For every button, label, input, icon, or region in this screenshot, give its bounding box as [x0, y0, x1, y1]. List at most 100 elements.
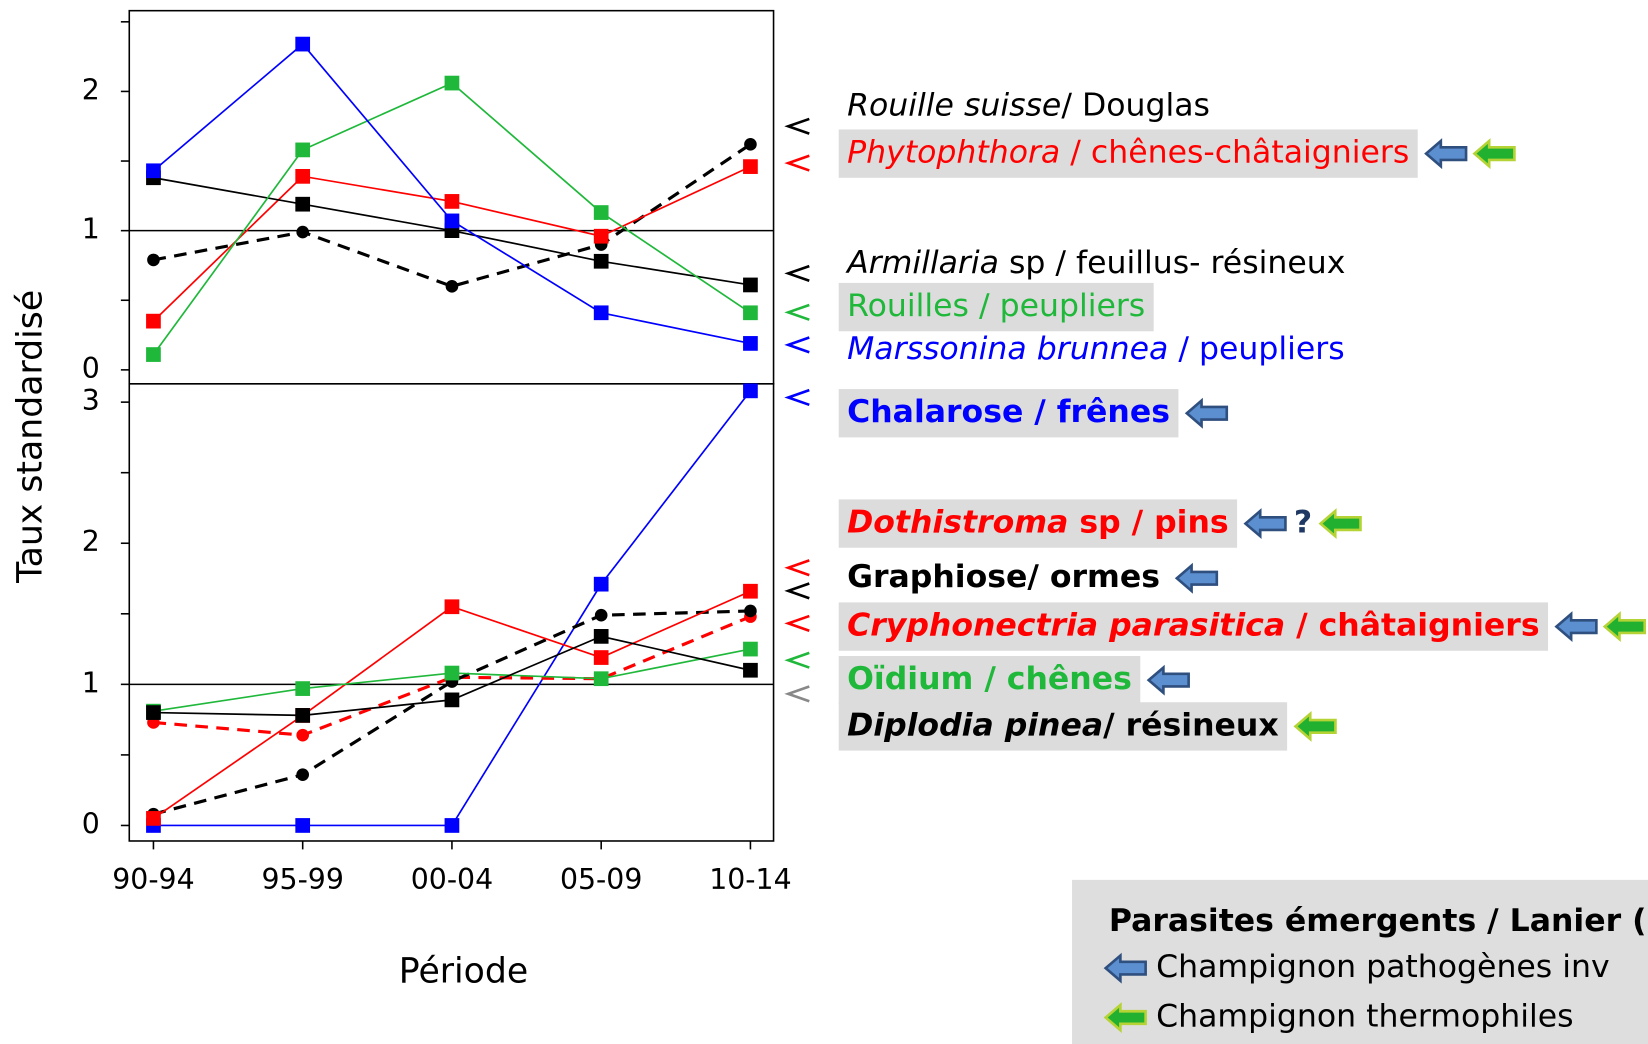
point	[146, 811, 161, 826]
point	[744, 138, 757, 151]
series-label: Rouille suisse/ Douglas	[847, 87, 1210, 123]
point	[444, 818, 460, 833]
series-label-text: Rouilles / peupliers	[847, 288, 1145, 324]
label-part: Diplodia pinea	[847, 707, 1103, 743]
point	[444, 213, 460, 229]
invasive-badge	[1103, 952, 1147, 984]
point	[593, 305, 609, 321]
x-tick-label: 95-99	[261, 863, 343, 896]
y-tick-label: 3	[82, 384, 100, 417]
point	[444, 599, 460, 615]
point	[743, 336, 758, 351]
point	[743, 641, 758, 657]
point	[147, 253, 160, 267]
point	[146, 163, 161, 179]
label-part: / résineux	[1103, 707, 1279, 743]
point	[743, 305, 758, 321]
series-label: Oïdium / chênes	[838, 656, 1190, 705]
label-part: Rouilles / peupliers	[847, 288, 1145, 324]
question-mark: ?	[1294, 505, 1312, 541]
label-background	[838, 702, 1288, 751]
series-label-text: Phytophthora / chênes-châtaigniers	[847, 135, 1409, 171]
pointer-arrow	[784, 303, 810, 321]
point	[295, 681, 311, 696]
label-part: / Douglas	[1061, 87, 1210, 123]
x-tick-label: 00-04	[411, 863, 493, 896]
point	[444, 75, 460, 91]
invasive-badge	[1184, 397, 1229, 429]
point	[444, 194, 460, 209]
point	[295, 168, 311, 184]
point	[743, 662, 758, 678]
y-axis-title: Taux standardisé	[11, 290, 51, 584]
label-background	[838, 282, 1154, 332]
x-tick-label: 90-94	[112, 863, 194, 896]
y-tick-label: 2	[82, 525, 100, 558]
series-label: Armillaria sp / feuillus- résineux	[845, 245, 1345, 281]
pointer-arrow	[784, 388, 810, 407]
label-background	[838, 499, 1238, 548]
label-part: sp / feuillus- résineux	[999, 245, 1345, 281]
series-line	[153, 615, 752, 737]
thermophile-badge	[1602, 611, 1647, 643]
legend-label: Champignon thermophiles	[1156, 999, 1573, 1035]
point	[146, 705, 161, 720]
point	[593, 253, 609, 269]
point	[594, 608, 608, 622]
point	[146, 313, 161, 329]
series-label-text: Chalarose / frênes	[847, 394, 1170, 430]
point	[444, 665, 460, 681]
thermophile-badge	[1103, 1002, 1147, 1034]
y-tick-label: 0	[82, 807, 100, 840]
label-background	[838, 602, 1549, 651]
point	[743, 583, 758, 599]
point	[593, 629, 609, 644]
label-part: / chênes-châtaigniers	[1060, 135, 1409, 171]
series-label: Dothistroma sp / pins?	[838, 499, 1362, 548]
series-label: Chalarose / frênes	[838, 389, 1229, 438]
y-tick-label: 2	[82, 73, 100, 106]
pointer-arrow	[784, 651, 810, 669]
invasive-badge	[1146, 664, 1190, 696]
series-label-text: Marssonina brunnea / peupliers	[847, 331, 1345, 367]
label-background	[838, 129, 1418, 178]
pointer-arrow	[784, 336, 810, 354]
point	[295, 36, 311, 52]
thermophile-badge	[1293, 710, 1337, 742]
point	[295, 142, 311, 158]
point	[593, 576, 609, 592]
invasive-badge	[1243, 508, 1287, 540]
point	[744, 604, 757, 618]
series-label-text: Dothistroma sp / pins	[847, 505, 1229, 541]
series-label-text: Diplodia pinea/ résineux	[847, 707, 1279, 743]
label-part: / peupliers	[1168, 331, 1344, 367]
y-tick-label: 1	[82, 666, 100, 699]
label-part: Chalarose / frênes	[847, 394, 1170, 430]
label-background	[838, 389, 1179, 438]
pointer-arrow	[784, 559, 810, 577]
legend-title: Parasites émergents / Lanier (1	[1109, 903, 1648, 939]
point	[445, 280, 459, 293]
pointer-arrow	[784, 685, 810, 703]
invasive-badge	[1424, 138, 1468, 170]
point	[743, 159, 758, 174]
y-tick-label: 1	[82, 213, 100, 246]
thermophile-badge	[1318, 508, 1362, 540]
point	[296, 225, 309, 239]
label-part: sp / pins	[1068, 505, 1228, 541]
label-part: / châtaigniers	[1285, 608, 1539, 644]
thermophile-badge	[1472, 138, 1516, 170]
invasive-badge	[1174, 562, 1219, 594]
pointer-arrow	[784, 154, 810, 172]
pointer-arrow	[784, 582, 810, 600]
point	[593, 650, 609, 665]
series-label: Diplodia pinea/ résineux	[838, 702, 1337, 751]
label-part: Rouille suisse	[847, 87, 1061, 123]
label-part: Cryphonectria parasitica	[847, 608, 1285, 644]
pointer-arrow	[784, 264, 810, 283]
point	[295, 196, 311, 212]
series-label-text: Armillaria sp / feuillus- résineux	[845, 245, 1345, 281]
x-tick-label: 05-09	[560, 863, 642, 896]
x-tick-label: 10-14	[709, 863, 791, 896]
